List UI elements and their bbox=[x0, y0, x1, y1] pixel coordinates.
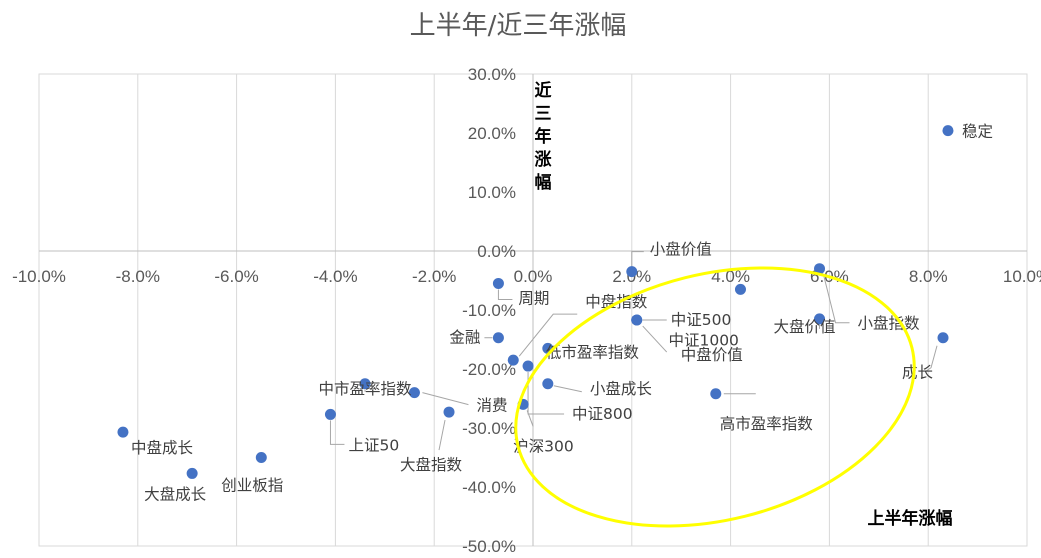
data-point bbox=[542, 378, 554, 390]
leader-line bbox=[631, 251, 644, 268]
y-axis-title: 近三年涨幅 bbox=[535, 80, 552, 193]
leader-line bbox=[526, 410, 534, 427]
y-tick-label: 10.0% bbox=[468, 183, 516, 202]
data-label: 小盘指数 bbox=[858, 314, 921, 333]
data-point bbox=[814, 263, 826, 275]
y-tick-label: -10.0% bbox=[462, 301, 516, 320]
y-axis-title-char: 年 bbox=[535, 126, 552, 147]
leader-line bbox=[518, 313, 578, 357]
data-point bbox=[117, 426, 129, 438]
y-tick-label: -20.0% bbox=[462, 360, 516, 379]
x-tick-label: -8.0% bbox=[116, 267, 160, 286]
data-point bbox=[942, 125, 954, 137]
data-point bbox=[408, 387, 420, 399]
x-tick-label: -4.0% bbox=[313, 267, 357, 286]
data-point bbox=[492, 332, 504, 344]
data-point bbox=[710, 388, 722, 400]
data-label: 中证1000 bbox=[668, 331, 738, 349]
highlight-ellipse bbox=[514, 266, 916, 528]
data-label: 周期 bbox=[518, 289, 549, 307]
data-label: 成长 bbox=[902, 364, 933, 382]
data-point bbox=[734, 283, 746, 295]
data-label: 大盘指数 bbox=[400, 455, 463, 474]
data-point bbox=[631, 314, 643, 326]
leader-line bbox=[553, 385, 582, 393]
data-label: 中盘价值 bbox=[681, 345, 743, 364]
data-label: 高市盈率指数 bbox=[720, 415, 814, 433]
y-tick-label: 20.0% bbox=[468, 124, 516, 143]
data-label: 小盘价值 bbox=[650, 240, 712, 259]
data-label: 沪深300 bbox=[513, 437, 574, 455]
y-axis-title-char: 涨 bbox=[535, 150, 552, 170]
y-axis-title-char: 近 bbox=[535, 80, 552, 101]
data-label: 创业板指 bbox=[221, 477, 283, 495]
y-tick-label: -30.0% bbox=[462, 419, 516, 438]
data-label: 大盘成长 bbox=[144, 484, 206, 503]
data-point bbox=[522, 360, 534, 372]
data-label: 中证500 bbox=[671, 311, 732, 329]
x-axis-title: 上半年涨幅 bbox=[868, 508, 953, 529]
data-label: 大盘价值 bbox=[774, 317, 836, 336]
data-point bbox=[443, 406, 455, 418]
data-label: 小盘成长 bbox=[590, 379, 652, 398]
data-point bbox=[359, 378, 371, 390]
leader-line bbox=[438, 419, 446, 451]
data-point bbox=[814, 313, 826, 325]
data-label: 中市盈率指数 bbox=[319, 380, 413, 398]
data-label: 中盘成长 bbox=[131, 438, 193, 457]
y-axis-title-char: 三 bbox=[535, 104, 552, 124]
x-tick-labels: -10.0%-8.0%-6.0%-4.0%-2.0%0.0%2.0%4.0%6.… bbox=[12, 267, 1041, 286]
leader-line bbox=[329, 420, 345, 445]
leader-line bbox=[422, 392, 469, 406]
y-tick-label: 30.0% bbox=[468, 65, 516, 84]
data-point bbox=[937, 332, 949, 344]
x-tick-label: -2.0% bbox=[412, 267, 456, 286]
x-tick-label: -6.0% bbox=[214, 267, 258, 286]
x-tick-label: 8.0% bbox=[909, 267, 948, 286]
y-tick-labels: 30.0% 20.0% 10.0% 0.0% -10.0% -20.0% -30.0% -40… bbox=[462, 65, 516, 556]
y-tick-label: 0.0% bbox=[477, 242, 516, 261]
data-label: 中证800 bbox=[572, 405, 633, 423]
data-label: 上证50 bbox=[348, 436, 399, 454]
leader-lines bbox=[329, 251, 938, 451]
axes bbox=[39, 74, 1027, 546]
leader-line bbox=[823, 274, 850, 324]
data-label: 金融 bbox=[449, 329, 480, 347]
x-tick-label: -10.0% bbox=[12, 267, 66, 286]
y-tick-label: -40.0% bbox=[462, 478, 516, 497]
chart-title: 上半年/近三年涨幅 bbox=[410, 11, 627, 41]
data-point bbox=[492, 277, 504, 289]
data-point bbox=[324, 408, 336, 420]
y-axis-title-char: 幅 bbox=[535, 172, 552, 193]
data-label: 低市盈率指数 bbox=[546, 343, 640, 361]
gridlines bbox=[38, 74, 1028, 546]
leader-line bbox=[642, 325, 668, 353]
data-point bbox=[186, 467, 198, 479]
data-point bbox=[626, 266, 638, 278]
data-point bbox=[255, 452, 267, 463]
leader-line bbox=[497, 289, 513, 300]
leader-line bbox=[924, 345, 938, 373]
x-tick-label: 10.0% bbox=[1003, 267, 1041, 286]
data-point bbox=[507, 354, 519, 366]
data-label: 稳定 bbox=[962, 123, 993, 141]
data-label: 消费 bbox=[476, 397, 507, 415]
y-tick-label: -50.0% bbox=[462, 537, 516, 556]
x-tick-label: 0.0% bbox=[514, 267, 553, 286]
